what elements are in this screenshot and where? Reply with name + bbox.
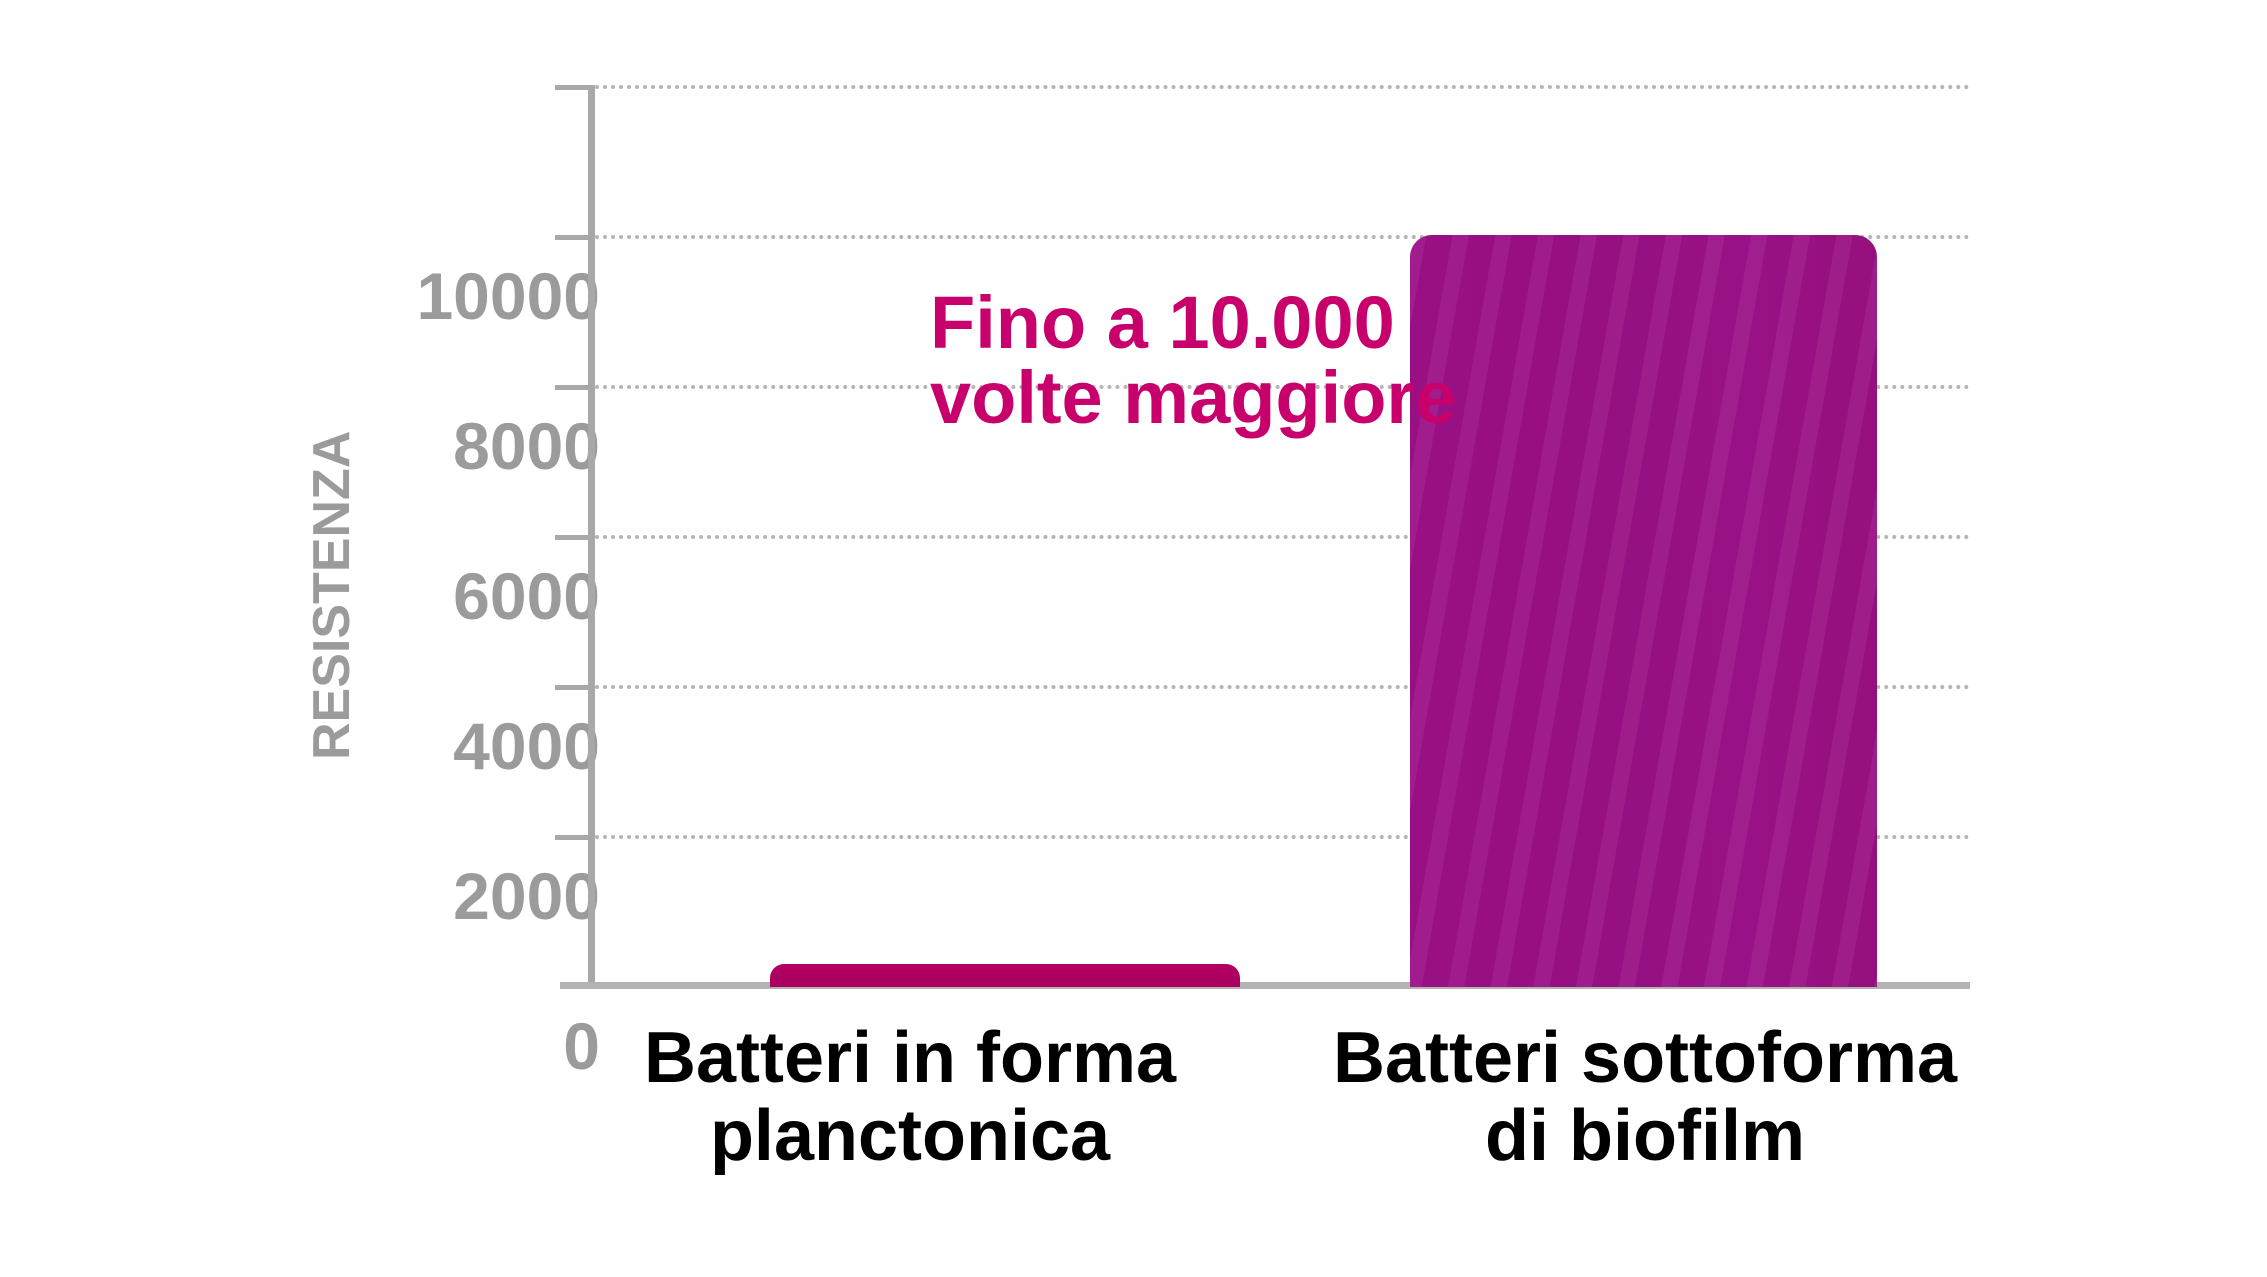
gridline-6000 bbox=[595, 535, 1970, 539]
bar-batteri-planctonica[interactable] bbox=[770, 964, 1240, 987]
annotation-line-1: Fino a 10.000 bbox=[930, 281, 1395, 364]
y-tick-label-0: 0 bbox=[563, 1009, 600, 1083]
y-tick-label-6000: 6000 bbox=[453, 559, 600, 633]
y-tick-mark-12000 bbox=[555, 85, 595, 90]
annotation-fino-a-10000: Fino a 10.000 volte maggiore bbox=[930, 281, 1457, 440]
y-tick-mark-4000 bbox=[555, 685, 595, 690]
y-tick-mark-6000 bbox=[555, 535, 595, 540]
gridline-8000 bbox=[595, 385, 1970, 389]
y-tick-mark-8000 bbox=[555, 385, 595, 390]
y-tick-label-10000: 10000 bbox=[416, 259, 600, 333]
y-tick-mark-10000 bbox=[555, 235, 595, 240]
gridline-10000 bbox=[595, 235, 1970, 239]
y-tick-label-2000: 2000 bbox=[453, 859, 600, 933]
gridline-2000 bbox=[595, 835, 1970, 839]
y-tick-mark-2000 bbox=[555, 835, 595, 840]
category-label-planctonica-line-1: Batteri in forma bbox=[643, 1018, 1177, 1098]
annotation-line-2: volte maggiore bbox=[930, 356, 1457, 440]
category-label-biofilm-line-2: di biofilm bbox=[1485, 1095, 1805, 1176]
gridline-4000 bbox=[595, 685, 1970, 689]
plot-area bbox=[595, 85, 1970, 987]
y-tick-label-8000: 8000 bbox=[453, 409, 600, 483]
x-axis-spine bbox=[560, 982, 1970, 989]
category-label-planctonica-line-2: planctonica bbox=[709, 1095, 1111, 1176]
category-label-biofilm-line-1: Batteri sottoforma bbox=[1332, 1018, 1958, 1098]
y-axis-spine bbox=[588, 85, 595, 988]
y-tick-label-4000: 4000 bbox=[453, 709, 600, 783]
category-label-planctonica: Batteri in forma planctonica bbox=[480, 1018, 1340, 1176]
category-label-biofilm: Batteri sottoforma di biofilm bbox=[1215, 1018, 2075, 1176]
bar-batteri-biofilm[interactable] bbox=[1410, 235, 1877, 987]
gridline-12000 bbox=[595, 85, 1970, 89]
